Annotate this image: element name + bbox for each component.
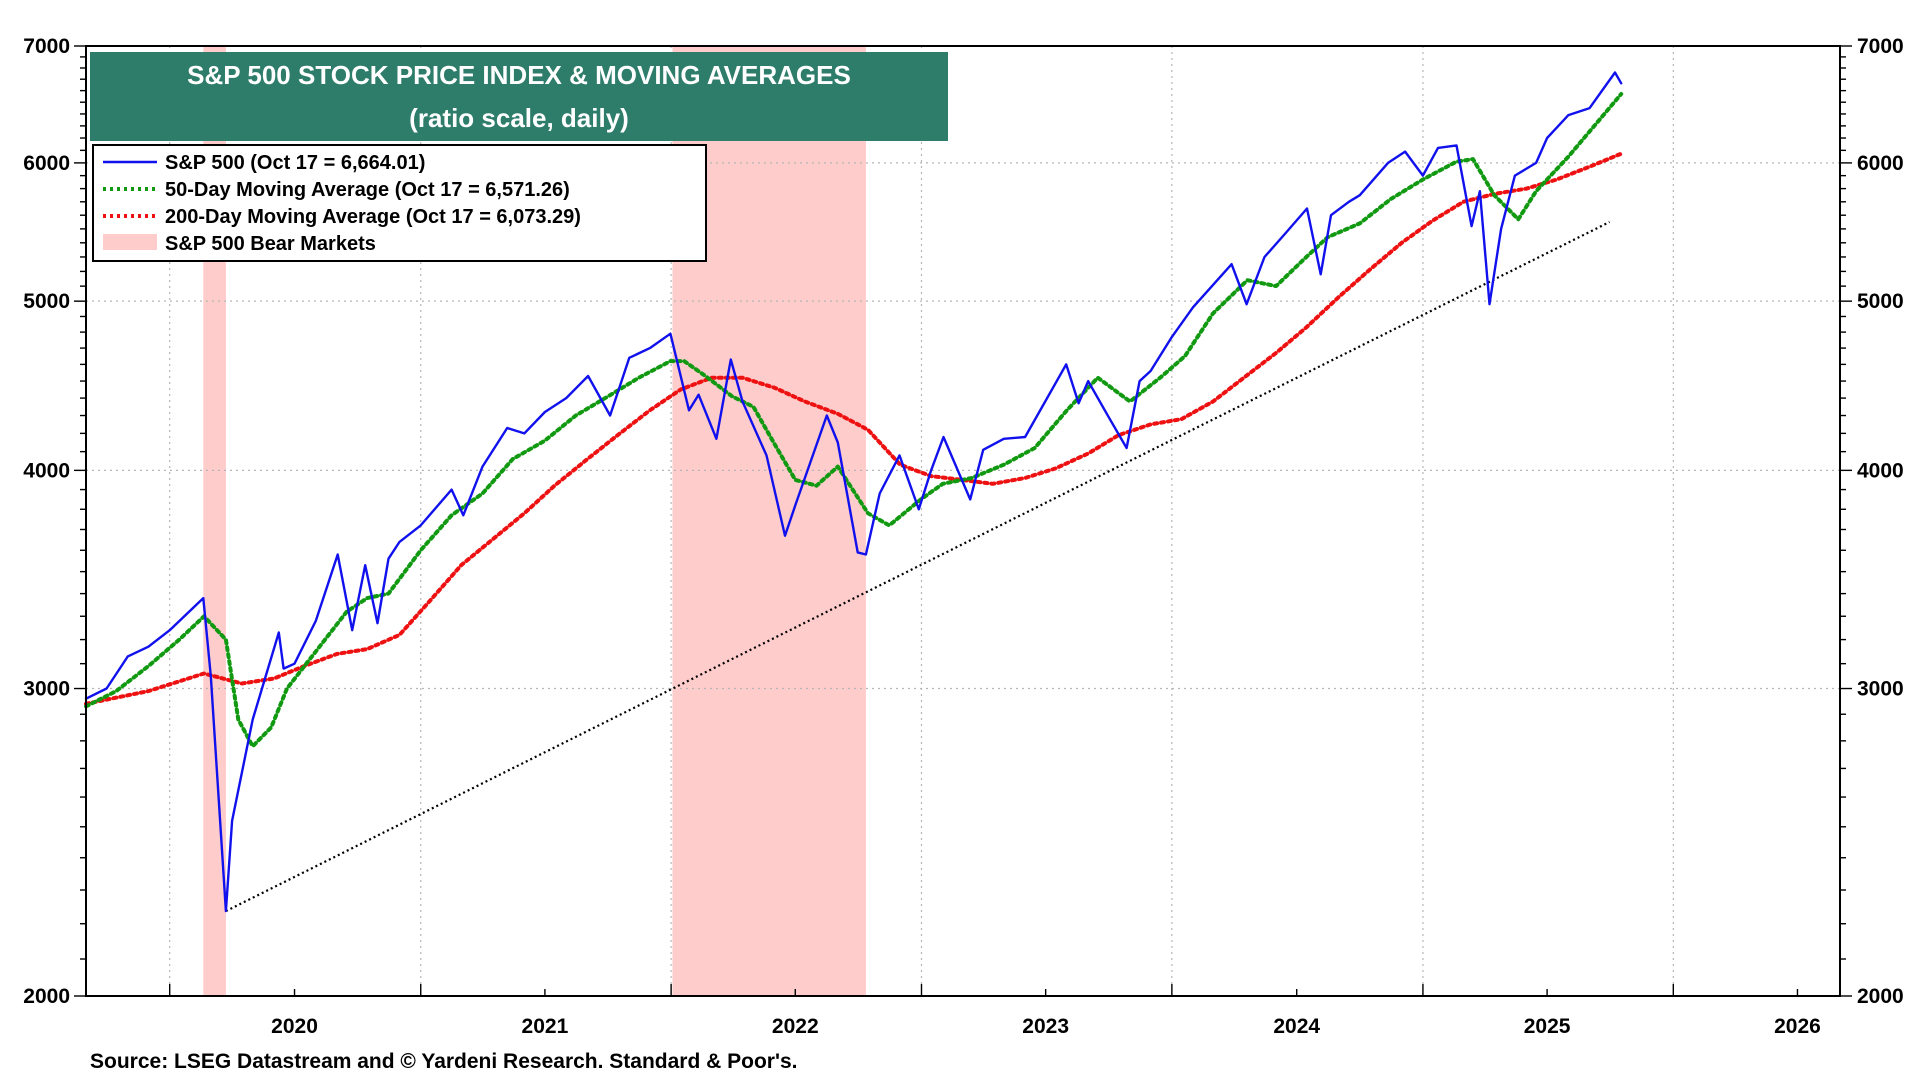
- x-label-2026: 2026: [1774, 1015, 1821, 1038]
- y-right-label-7000: 7000: [1857, 35, 1904, 58]
- y-left-label-3000: 3000: [23, 678, 70, 701]
- y-left-label-2000: 2000: [23, 985, 70, 1008]
- x-label-2021: 2021: [522, 1015, 569, 1038]
- y-left-label-6000: 6000: [23, 152, 70, 175]
- legend-label-ma50: 50-Day Moving Average (Oct 17 = 6,571.26…: [165, 179, 570, 201]
- x-label-2025: 2025: [1524, 1015, 1571, 1038]
- y-right-label-4000: 4000: [1857, 459, 1904, 482]
- x-label-2024: 2024: [1273, 1015, 1320, 1038]
- x-label-2022: 2022: [772, 1015, 819, 1038]
- y-right-label-3000: 3000: [1857, 678, 1904, 701]
- y-left-label-5000: 5000: [23, 290, 70, 313]
- legend-label-bear: S&P 500 Bear Markets: [165, 233, 376, 255]
- y-right-label-5000: 5000: [1857, 290, 1904, 313]
- chart-title: S&P 500 STOCK PRICE INDEX & MOVING AVERA…: [187, 60, 851, 90]
- y-left-label-4000: 4000: [23, 459, 70, 482]
- title-background: [90, 52, 948, 141]
- y-right-label-6000: 6000: [1857, 152, 1904, 175]
- y-left-label-7000: 7000: [23, 35, 70, 58]
- x-label-2020: 2020: [271, 1015, 318, 1038]
- legend-frame: [92, 144, 707, 262]
- bear-market-1: [203, 46, 226, 996]
- legend-swatch-bear: [103, 234, 157, 250]
- legend-label-sp500: S&P 500 (Oct 17 = 6,664.01): [165, 152, 425, 174]
- series-sp500: [84, 71, 1623, 913]
- legend: S&P 500 (Oct 17 = 6,664.01) 50-Day Movin…: [92, 144, 707, 262]
- series-ma200: [84, 151, 1624, 706]
- x-label-2023: 2023: [1022, 1015, 1069, 1038]
- y-right-label-2000: 2000: [1857, 985, 1904, 1008]
- legend-label-ma200: 200-Day Moving Average (Oct 17 = 6,073.2…: [165, 206, 581, 228]
- series-ma50: [84, 92, 1624, 749]
- chart-subtitle: (ratio scale, daily): [409, 103, 629, 133]
- title-box: S&P 500 STOCK PRICE INDEX & MOVING AVERA…: [90, 52, 948, 141]
- source-note: Source: LSEG Datastream and © Yardeni Re…: [90, 1050, 797, 1073]
- plot-frame: [85, 45, 1841, 997]
